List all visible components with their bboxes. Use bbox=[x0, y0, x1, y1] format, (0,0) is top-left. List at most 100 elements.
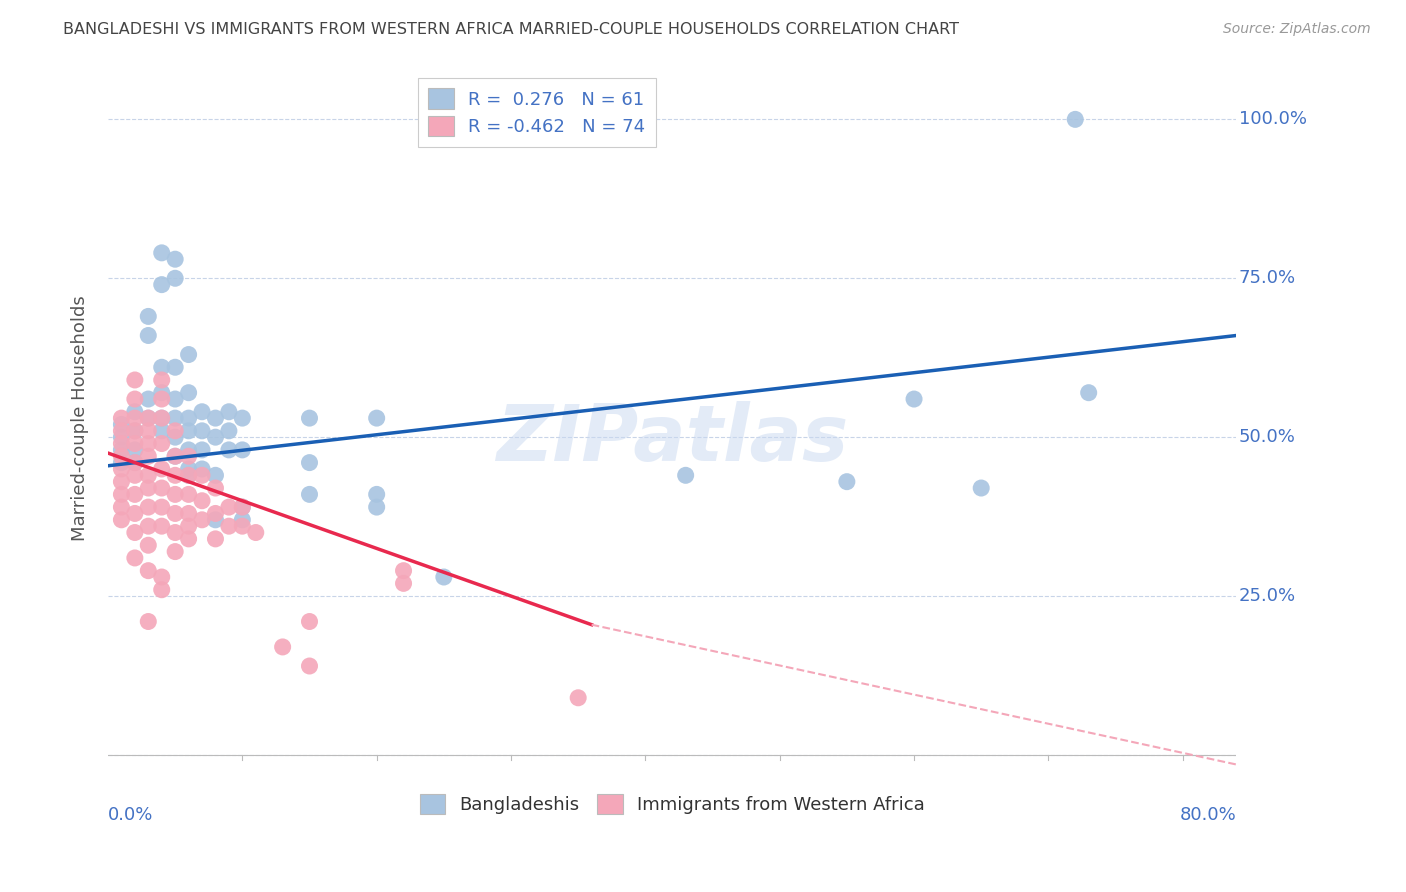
Point bbox=[298, 659, 321, 673]
Point bbox=[1077, 385, 1099, 400]
Point bbox=[177, 468, 200, 483]
Point bbox=[204, 411, 226, 425]
Point bbox=[136, 411, 159, 425]
Point bbox=[124, 456, 146, 470]
Point bbox=[970, 481, 993, 495]
Point bbox=[218, 424, 240, 438]
Legend: Bangladeshis, Immigrants from Western Africa: Bangladeshis, Immigrants from Western Af… bbox=[412, 787, 932, 822]
Point bbox=[165, 507, 187, 521]
Point bbox=[298, 615, 321, 629]
Point bbox=[136, 436, 159, 450]
Point bbox=[110, 513, 132, 527]
Point bbox=[245, 525, 267, 540]
Point bbox=[204, 468, 226, 483]
Point bbox=[204, 532, 226, 546]
Text: 100.0%: 100.0% bbox=[1239, 111, 1306, 128]
Point bbox=[124, 411, 146, 425]
Point bbox=[150, 462, 173, 476]
Point bbox=[165, 252, 187, 267]
Point bbox=[1064, 112, 1087, 127]
Point bbox=[191, 424, 214, 438]
Point bbox=[124, 525, 146, 540]
Point bbox=[124, 405, 146, 419]
Point bbox=[136, 424, 159, 438]
Y-axis label: Married-couple Households: Married-couple Households bbox=[72, 295, 89, 541]
Point bbox=[392, 564, 415, 578]
Point bbox=[298, 456, 321, 470]
Point bbox=[110, 462, 132, 476]
Point bbox=[124, 507, 146, 521]
Point bbox=[150, 411, 173, 425]
Point bbox=[218, 442, 240, 457]
Point bbox=[191, 442, 214, 457]
Point bbox=[136, 392, 159, 406]
Text: BANGLADESHI VS IMMIGRANTS FROM WESTERN AFRICA MARRIED-COUPLE HOUSEHOLDS CORRELAT: BANGLADESHI VS IMMIGRANTS FROM WESTERN A… bbox=[63, 22, 959, 37]
Point bbox=[165, 449, 187, 463]
Point bbox=[231, 411, 253, 425]
Text: 0.0%: 0.0% bbox=[108, 806, 153, 824]
Point bbox=[110, 500, 132, 514]
Point bbox=[124, 456, 146, 470]
Point bbox=[298, 487, 321, 501]
Point bbox=[177, 347, 200, 361]
Point bbox=[903, 392, 925, 406]
Point bbox=[150, 424, 173, 438]
Point bbox=[150, 360, 173, 375]
Point bbox=[150, 277, 173, 292]
Point bbox=[165, 449, 187, 463]
Point bbox=[165, 360, 187, 375]
Point bbox=[124, 487, 146, 501]
Point bbox=[110, 411, 132, 425]
Point bbox=[110, 424, 132, 438]
Point bbox=[231, 500, 253, 514]
Point bbox=[165, 544, 187, 558]
Point bbox=[177, 519, 200, 533]
Point bbox=[136, 519, 159, 533]
Point bbox=[165, 468, 187, 483]
Point bbox=[124, 442, 146, 457]
Point bbox=[136, 564, 159, 578]
Text: ZIPatlas: ZIPatlas bbox=[496, 401, 848, 477]
Point bbox=[433, 570, 456, 584]
Point bbox=[165, 392, 187, 406]
Point bbox=[150, 582, 173, 597]
Point bbox=[231, 519, 253, 533]
Point bbox=[165, 424, 187, 438]
Point bbox=[136, 310, 159, 324]
Point bbox=[366, 500, 388, 514]
Point bbox=[204, 507, 226, 521]
Point bbox=[110, 475, 132, 489]
Point bbox=[231, 513, 253, 527]
Point bbox=[150, 481, 173, 495]
Text: 75.0%: 75.0% bbox=[1239, 269, 1296, 287]
Point bbox=[835, 475, 858, 489]
Text: 80.0%: 80.0% bbox=[1180, 806, 1236, 824]
Text: 50.0%: 50.0% bbox=[1239, 428, 1295, 446]
Point bbox=[366, 487, 388, 501]
Point bbox=[124, 373, 146, 387]
Point bbox=[124, 392, 146, 406]
Point bbox=[191, 405, 214, 419]
Point bbox=[165, 487, 187, 501]
Point bbox=[124, 424, 146, 438]
Point bbox=[177, 532, 200, 546]
Point bbox=[392, 576, 415, 591]
Point bbox=[177, 507, 200, 521]
Text: 25.0%: 25.0% bbox=[1239, 587, 1296, 605]
Point bbox=[150, 373, 173, 387]
Point bbox=[218, 519, 240, 533]
Point bbox=[204, 430, 226, 444]
Point bbox=[136, 538, 159, 552]
Point bbox=[177, 468, 200, 483]
Point bbox=[110, 417, 132, 432]
Point bbox=[110, 456, 132, 470]
Point bbox=[110, 449, 132, 463]
Point bbox=[136, 615, 159, 629]
Point bbox=[177, 411, 200, 425]
Point bbox=[136, 411, 159, 425]
Point bbox=[150, 411, 173, 425]
Point bbox=[191, 513, 214, 527]
Point bbox=[218, 405, 240, 419]
Point bbox=[124, 551, 146, 566]
Point bbox=[136, 500, 159, 514]
